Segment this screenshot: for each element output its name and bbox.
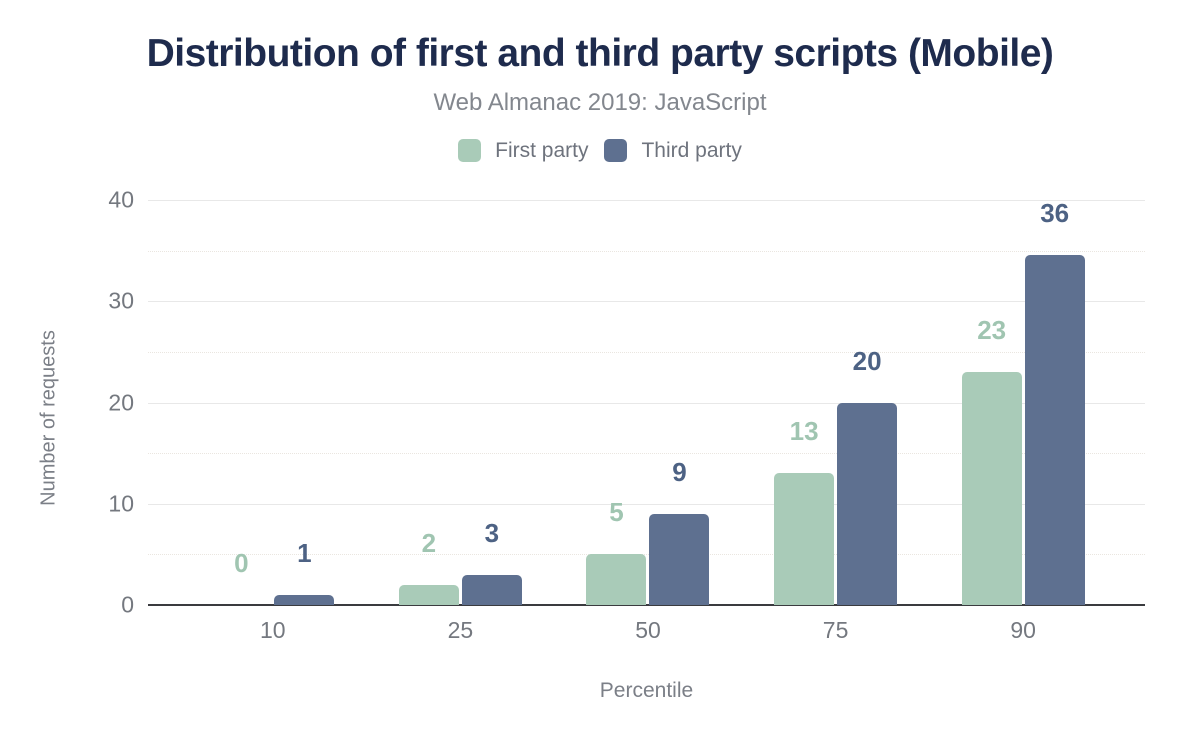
minor-gridline — [148, 250, 1145, 252]
bar-cell: 36 — [1024, 198, 1085, 605]
major-gridline — [148, 200, 1145, 201]
bar-value-label: 2 — [421, 527, 437, 558]
plot-area — [148, 200, 1145, 606]
y-tick-label: 10 — [108, 490, 134, 517]
legend-swatch-icon — [604, 139, 628, 163]
bar-cell: 9 — [649, 200, 710, 605]
bar-cell: 5 — [586, 200, 647, 605]
major-gridline — [148, 301, 1145, 303]
bar-cell: 2 — [398, 200, 459, 605]
x-tick-label: 50 — [635, 617, 661, 643]
third-party-bar-p10 — [274, 594, 335, 605]
x-tick-label: 90 — [1010, 617, 1036, 643]
bar-cell: 13 — [774, 200, 835, 605]
bar-value-label: 0 — [234, 548, 249, 578]
bar-value-label: 36 — [1040, 198, 1070, 228]
legend-swatch-icon — [458, 139, 482, 163]
minor-gridline — [148, 453, 1145, 455]
first-party-bar-p25 — [398, 584, 459, 605]
bar-value-label: 1 — [297, 537, 312, 568]
first-party-bar-p75 — [774, 473, 835, 605]
bar-cell: 1 — [274, 200, 335, 605]
major-gridline — [148, 503, 1145, 505]
bar-value-label: 13 — [789, 416, 819, 447]
chart-subtitle: Web Almanac 2019: JavaScript — [433, 88, 767, 116]
x-tick-label: 25 — [447, 617, 474, 643]
third-party-bar-p50 — [649, 513, 710, 605]
x-axis-ticks: 10 25 50 75 90 — [148, 617, 1145, 644]
legend: First party Third party — [0, 139, 1200, 163]
bar-cell: 3 — [461, 200, 522, 605]
bar-value-label: 3 — [484, 517, 500, 548]
chart-title: Distribution of first and third party sc… — [146, 32, 1054, 75]
bar-value-label: 23 — [977, 315, 1007, 346]
bar-value-label: 5 — [609, 497, 624, 528]
y-tick-label: 20 — [108, 389, 134, 415]
bar-cell: 0 — [211, 200, 271, 605]
bar-value-label: 9 — [672, 456, 687, 487]
bar-group-p75: 13 20 — [742, 200, 930, 605]
y-tick-label: 40 — [108, 186, 134, 213]
legend-label: First party — [495, 138, 589, 162]
y-tick-label: 30 — [108, 287, 134, 314]
y-axis-ticks: 0 10 20 30 40 — [56, 188, 134, 616]
x-axis-title: Percentile — [599, 679, 694, 702]
y-tick-label: 0 — [121, 591, 134, 618]
first-party-bar-p90 — [961, 372, 1022, 605]
legend-item-first-party[interactable]: First party — [458, 139, 588, 163]
legend-label: Third party — [641, 138, 742, 162]
bar-group-p90: 23 36 — [929, 200, 1117, 605]
third-party-bar-p75 — [837, 402, 898, 605]
bar-cell: 20 — [837, 200, 898, 605]
x-axis-line — [148, 603, 1145, 606]
minor-gridline — [148, 554, 1145, 556]
x-tick-label: 75 — [822, 617, 849, 643]
major-gridline — [148, 402, 1145, 404]
minor-gridline — [148, 351, 1145, 353]
bar-cell: 23 — [961, 200, 1022, 605]
third-party-bar-p25 — [461, 574, 522, 605]
x-tick-label: 10 — [260, 617, 286, 643]
third-party-bar-p90 — [1024, 255, 1085, 605]
legend-item-third-party[interactable]: Third party — [604, 138, 742, 163]
bar-value-label: 20 — [852, 345, 882, 376]
first-party-bar-p50 — [586, 554, 647, 605]
bar-groups: 0 1 2 3 5 9 13 20 23 36 — [148, 200, 1145, 605]
